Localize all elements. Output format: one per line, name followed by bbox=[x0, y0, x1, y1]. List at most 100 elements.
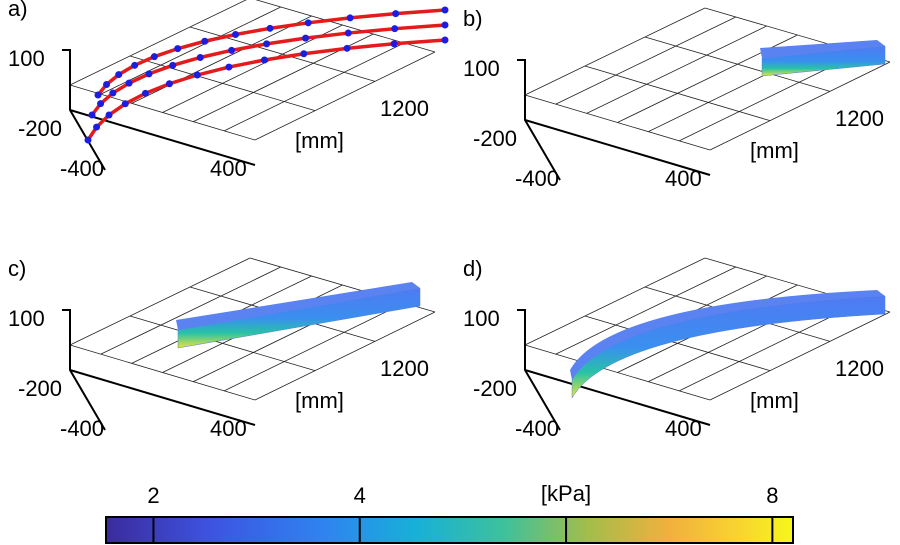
node bbox=[109, 89, 117, 97]
node bbox=[390, 40, 398, 48]
grid-line bbox=[223, 42, 405, 132]
node bbox=[115, 71, 123, 79]
node bbox=[232, 30, 240, 38]
node bbox=[105, 111, 113, 119]
pressure-band-top bbox=[760, 40, 885, 58]
y-tick-label: -200 bbox=[473, 126, 517, 151]
x-tick-label: 400 bbox=[210, 416, 247, 441]
y-tick-label: -400 bbox=[515, 416, 559, 441]
node bbox=[344, 29, 352, 37]
panel-label: a) bbox=[8, 0, 28, 21]
node bbox=[193, 71, 201, 79]
x-tick-label: 1200 bbox=[380, 356, 429, 381]
grid-line bbox=[644, 36, 831, 92]
node bbox=[169, 61, 177, 69]
axis bbox=[69, 369, 256, 426]
axis bbox=[62, 49, 106, 171]
node bbox=[174, 45, 182, 53]
node bbox=[97, 100, 105, 108]
y-tick-label: -400 bbox=[515, 166, 559, 191]
node bbox=[441, 6, 449, 14]
grid-line bbox=[254, 51, 436, 141]
node bbox=[343, 44, 351, 52]
y-tick-label: -400 bbox=[60, 416, 104, 441]
node bbox=[228, 46, 236, 54]
node bbox=[84, 136, 92, 144]
colorbar-label: [kPa] bbox=[541, 481, 591, 506]
node bbox=[121, 100, 129, 108]
node bbox=[346, 14, 354, 22]
grid-line bbox=[131, 15, 312, 104]
x-tick-label: 400 bbox=[665, 166, 702, 191]
colorbar-tick-label: 4 bbox=[354, 483, 366, 508]
node bbox=[263, 40, 271, 48]
x-tick-label: 1200 bbox=[835, 106, 884, 131]
axis bbox=[69, 109, 256, 166]
node bbox=[141, 89, 149, 97]
node bbox=[266, 24, 274, 32]
grid-line bbox=[69, 257, 251, 346]
grid-line bbox=[162, 24, 343, 113]
axis bbox=[517, 59, 561, 181]
x-axis-label: [mm] bbox=[750, 388, 799, 413]
node bbox=[441, 36, 449, 44]
pressure-band-top bbox=[176, 282, 420, 330]
colorbar bbox=[105, 516, 794, 544]
x-tick-label: 1200 bbox=[835, 356, 884, 381]
node bbox=[125, 79, 133, 87]
grid-line bbox=[709, 61, 891, 151]
curve bbox=[86, 38, 446, 141]
z-tick-label: 100 bbox=[8, 306, 45, 331]
z-tick-label: 100 bbox=[8, 46, 45, 71]
grid-line bbox=[709, 311, 891, 401]
node bbox=[131, 61, 139, 69]
node bbox=[304, 19, 312, 27]
colorbar-tick-label: 8 bbox=[766, 483, 778, 508]
x-tick-label: 400 bbox=[210, 156, 247, 181]
pressure-band-top bbox=[570, 290, 885, 380]
node bbox=[225, 63, 233, 71]
grid-line bbox=[69, 0, 247, 86]
node bbox=[260, 56, 268, 64]
z-tick-label: 100 bbox=[463, 306, 500, 331]
curve bbox=[96, 8, 446, 97]
grid-line bbox=[223, 302, 405, 392]
x-axis-label: [mm] bbox=[295, 388, 344, 413]
node bbox=[93, 123, 101, 131]
axis bbox=[524, 119, 711, 176]
y-tick-label: -400 bbox=[60, 156, 104, 181]
grid-line bbox=[555, 266, 737, 355]
x-tick-label: 400 bbox=[665, 416, 702, 441]
axis bbox=[62, 309, 106, 431]
y-tick-label: -200 bbox=[18, 116, 62, 141]
pressure-band bbox=[571, 295, 886, 399]
colorbar-tick-label: 2 bbox=[147, 483, 159, 508]
node bbox=[392, 10, 400, 18]
node bbox=[94, 91, 102, 99]
node bbox=[103, 80, 111, 88]
node bbox=[201, 37, 209, 45]
grid-line bbox=[254, 311, 436, 401]
grid-line bbox=[69, 344, 256, 401]
node bbox=[145, 70, 153, 78]
axis bbox=[517, 309, 561, 431]
node bbox=[302, 34, 310, 42]
x-axis-label: [mm] bbox=[295, 128, 344, 153]
y-tick-label: -200 bbox=[473, 376, 517, 401]
panel-label: c) bbox=[8, 256, 26, 281]
grid-line bbox=[129, 55, 316, 112]
grid-line bbox=[584, 65, 771, 122]
node bbox=[150, 53, 158, 61]
node bbox=[300, 50, 308, 58]
panel-label: d) bbox=[463, 256, 483, 281]
grid-line bbox=[524, 344, 711, 401]
node bbox=[196, 54, 204, 61]
axis bbox=[524, 369, 711, 426]
y-tick-label: -200 bbox=[18, 376, 62, 401]
z-tick-label: 100 bbox=[463, 56, 500, 81]
grid-line bbox=[584, 315, 771, 372]
grid-line bbox=[555, 16, 737, 105]
grid-line bbox=[100, 266, 282, 355]
x-axis-label: [mm] bbox=[750, 138, 799, 163]
